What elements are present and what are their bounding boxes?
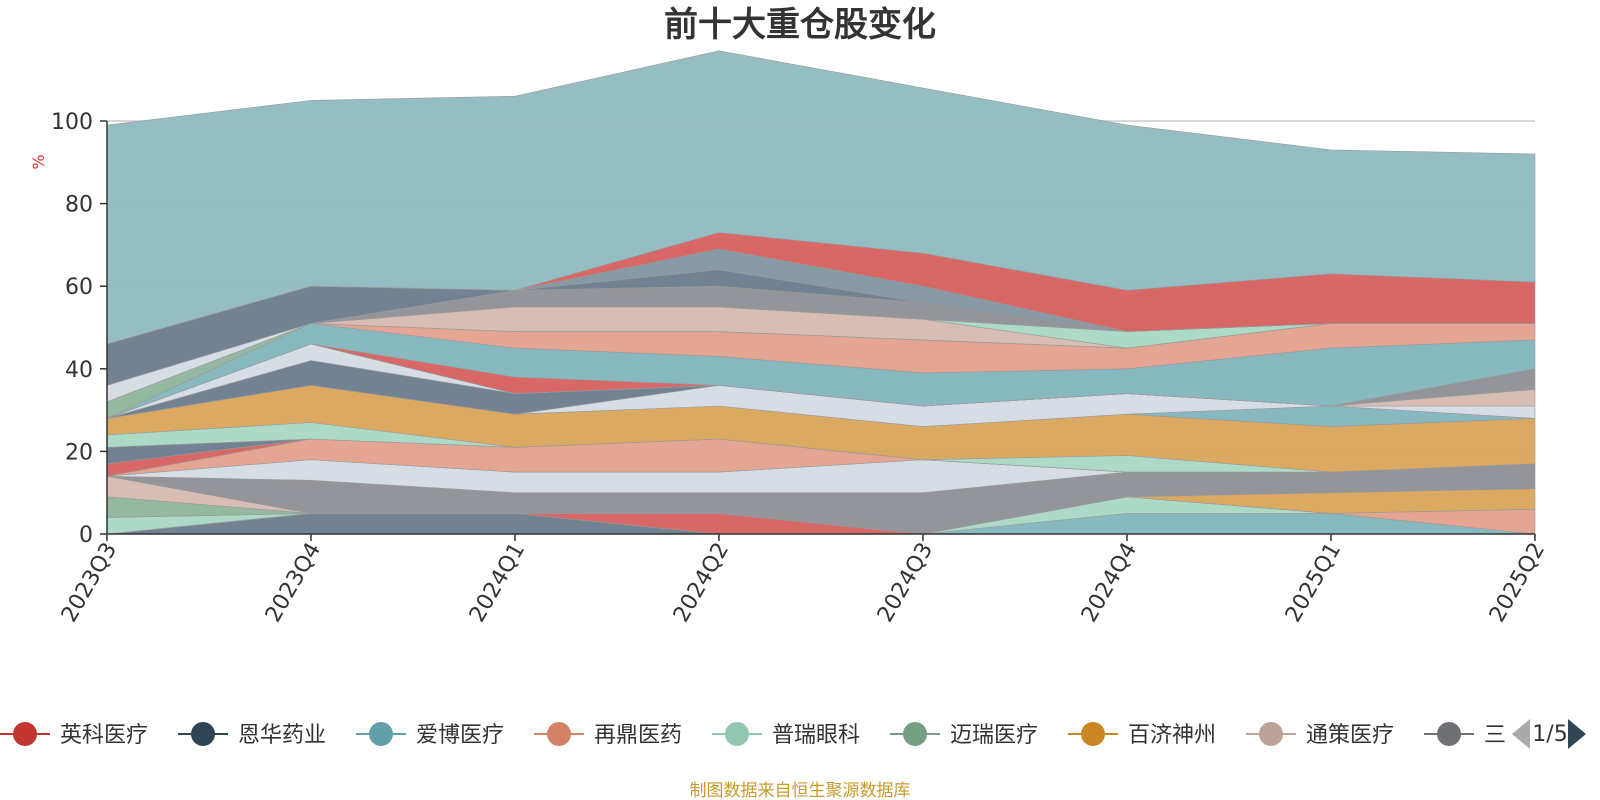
legend: 英科医疗 恩华药业 爱博医疗 再鼎医药 普瑞眼科 迈瑞医疗 百济神州 通策医疗 三: [0, 722, 1506, 748]
legend-item[interactable]: 恩华药业: [178, 722, 326, 748]
y-tick-label: 40: [65, 358, 93, 383]
legend-label: 英科医疗: [60, 723, 148, 748]
y-tick-label: 100: [51, 110, 93, 135]
y-tick-labels: 0 20 40 60 80 100: [51, 110, 93, 548]
legend-item[interactable]: 普瑞眼科: [712, 722, 860, 748]
y-tick-label: 60: [65, 275, 93, 300]
legend-item[interactable]: 再鼎医药: [534, 722, 682, 748]
legend-marker-icon: [1081, 722, 1105, 746]
legend-next-arrow-icon[interactable]: [1568, 719, 1586, 749]
legend-prev-arrow-icon[interactable]: [1512, 719, 1530, 749]
legend-marker-icon: [1437, 722, 1461, 746]
legend-marker-icon: [1259, 722, 1283, 746]
x-tick-label: 2024Q2: [669, 539, 734, 627]
x-tick-label: 2024Q3: [873, 539, 938, 627]
x-tick-labels: 2023Q3 2023Q4 2024Q1 2024Q2 2024Q3 2024Q4 2025…: [57, 539, 1550, 627]
x-tick-label: 2023Q4: [261, 539, 326, 627]
data-source-note: 制图数据来自恒生聚源数据库: [690, 781, 911, 800]
legend-label: 爱博医疗: [416, 723, 504, 748]
x-tick-label: 2024Q1: [465, 539, 530, 627]
legend-item[interactable]: 三: [1424, 722, 1506, 748]
legend-item[interactable]: 百济神州: [1068, 722, 1216, 748]
axes: [100, 120, 1536, 541]
chart-title: 前十大重仓股变化: [664, 5, 936, 45]
series-area: [106, 50, 1536, 345]
y-tick-label: 80: [65, 193, 93, 218]
legend-label: 恩华药业: [238, 723, 326, 748]
legend-label: 普瑞眼科: [772, 723, 860, 748]
legend-label: 迈瑞医疗: [950, 723, 1038, 748]
legend-marker-icon: [547, 722, 571, 746]
legend-pager: 1/5: [1512, 719, 1586, 749]
legend-label: 百济神州: [1128, 723, 1216, 748]
x-tick-label: 2025Q2: [1485, 539, 1550, 627]
legend-item[interactable]: 通策医疗: [1246, 722, 1394, 748]
legend-page-indicator: 1/5: [1532, 722, 1567, 747]
x-tick-label: 2024Q4: [1077, 539, 1142, 627]
legend-label: 三: [1484, 723, 1506, 748]
y-axis-unit-label: %: [29, 154, 48, 169]
legend-marker-icon: [903, 722, 927, 746]
legend-item[interactable]: 爱博医疗: [356, 722, 504, 748]
legend-marker-icon: [13, 722, 37, 746]
legend-marker-icon: [725, 722, 749, 746]
legend-marker-icon: [191, 722, 215, 746]
y-tick-label: 20: [65, 440, 93, 465]
legend-label: 再鼎医药: [594, 723, 682, 748]
legend-item[interactable]: 英科医疗: [0, 722, 148, 748]
legend-marker-icon: [369, 722, 393, 746]
x-tick-label: 2025Q1: [1281, 539, 1346, 627]
x-tick-label: 2023Q3: [57, 539, 122, 627]
legend-label: 通策医疗: [1306, 723, 1394, 748]
series-areas: [106, 50, 1536, 535]
legend-item[interactable]: 迈瑞医疗: [890, 722, 1038, 748]
y-tick-label: 0: [79, 523, 93, 548]
